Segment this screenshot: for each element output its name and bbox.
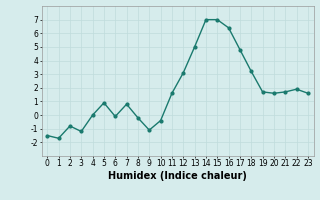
X-axis label: Humidex (Indice chaleur): Humidex (Indice chaleur)	[108, 171, 247, 181]
